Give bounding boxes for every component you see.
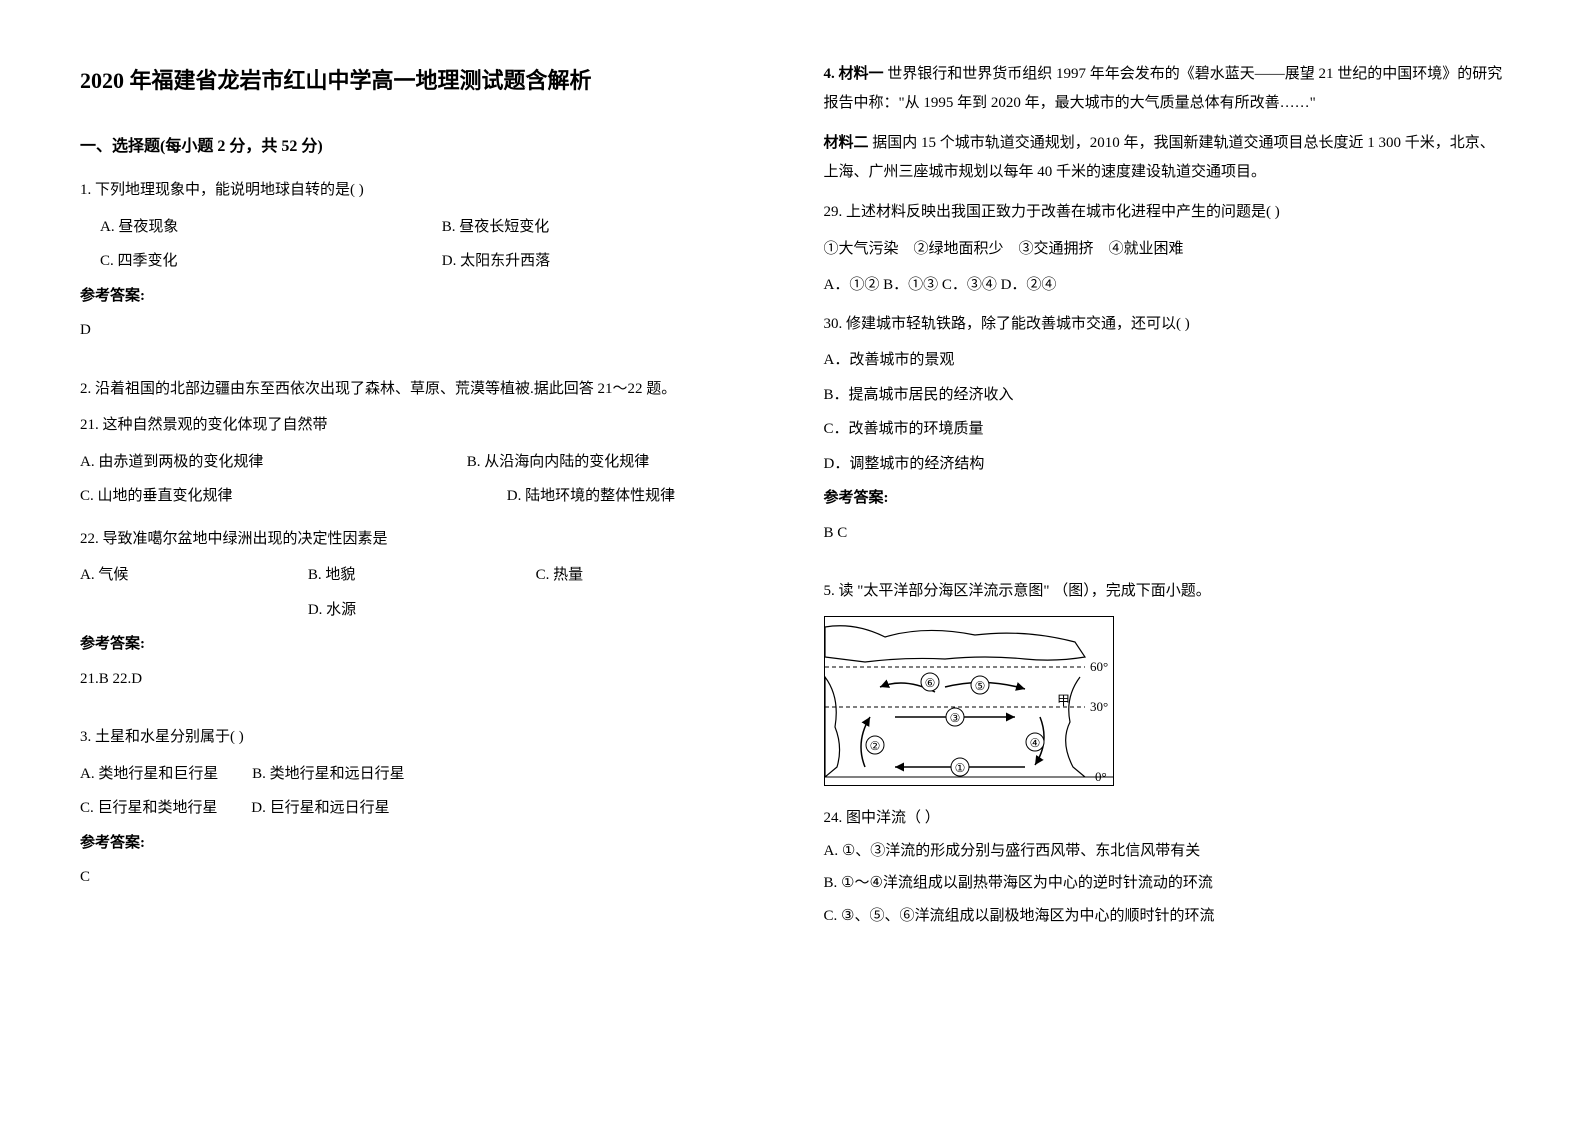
q3-opt-a: A. 类地行星和巨行星 — [80, 766, 218, 782]
q1-answer: D — [80, 316, 764, 345]
page-container: 2020 年福建省龙岩市红山中学高一地理测试题含解析 一、选择题(每小题 2 分… — [80, 60, 1507, 1062]
q2-sub21: 21. 这种自然景观的变化体现了自然带 — [80, 411, 764, 440]
question-4: 4. 材料一 世界银行和世界货币组织 1997 年年会发布的《碧水蓝天——展望 … — [824, 60, 1508, 561]
question-2: 2. 沿着祖国的北部边疆由东至西依次出现了森林、草原、荒漠等植被.据此回答 21… — [80, 375, 764, 708]
q5-stem: 5. 读 "太平洋部分海区洋流示意图" （图），完成下面小题。 — [824, 577, 1508, 606]
q2-sub21-row1: A. 由赤道到两极的变化规律 B. 从沿海向内陆的变化规律 — [80, 448, 764, 477]
q3-row1: A. 类地行星和巨行星 B. 类地行星和远日行星 — [80, 760, 764, 789]
q5-sub24-a: A. ①、③洋流的形成分别与盛行西风带、东北信风带有关 — [824, 837, 1508, 866]
q4-material1: 4. 材料一 世界银行和世界货币组织 1997 年年会发布的《碧水蓝天——展望 … — [824, 60, 1508, 117]
q2-sub22-spacer — [536, 596, 764, 625]
q5-sub24-c: C. ③、⑤、⑥洋流组成以副极地海区为中心的顺时针的环流 — [824, 902, 1508, 931]
question-3: 3. 土星和水星分别属于( ) A. 类地行星和巨行星 B. 类地行星和远日行星… — [80, 723, 764, 906]
question-1: 1. 下列地理现象中，能说明地球自转的是( ) A. 昼夜现象 B. 昼夜长短变… — [80, 176, 764, 359]
q3-opt-c: C. 巨行星和类地行星 — [80, 800, 218, 816]
q2-sub22-extra — [80, 596, 308, 625]
q1-options-row1: A. 昼夜现象 B. 昼夜长短变化 — [80, 213, 764, 242]
q4-material1-text: 世界银行和世界货币组织 1997 年年会发布的《碧水蓝天——展望 21 世纪的中… — [824, 66, 1503, 111]
q4-sub30-a: A．改善城市的景观 — [824, 346, 1508, 375]
q2-sub22-c: C. 热量 — [536, 561, 764, 590]
q1-opt-c: C. 四季变化 — [80, 247, 422, 276]
section-header: 一、选择题(每小题 2 分，共 52 分) — [80, 132, 764, 162]
q1-answer-label: 参考答案: — [80, 282, 764, 311]
q4-answer: B C — [824, 519, 1508, 548]
q2-sub21-a: A. 由赤道到两极的变化规律 — [80, 448, 377, 477]
q4-sub30-d: D．调整城市的经济结构 — [824, 450, 1508, 479]
q1-opt-b: B. 昼夜长短变化 — [422, 213, 764, 242]
q3-opt-d: D. 巨行星和远日行星 — [251, 800, 389, 816]
q3-answer: C — [80, 863, 764, 892]
q3-answer-label: 参考答案: — [80, 829, 764, 858]
right-column: 4. 材料一 世界银行和世界货币组织 1997 年年会发布的《碧水蓝天——展望 … — [824, 60, 1508, 1062]
q4-sub29-items: ①大气污染 ②绿地面积少 ③交通拥挤 ④就业困难 — [824, 235, 1508, 264]
q4-sub29: 29. 上述材料反映出我国正致力于改善在城市化进程中产生的问题是( ) — [824, 198, 1508, 227]
q4-material1-label: 4. 材料一 — [824, 66, 888, 82]
lat-label-0: 0° — [1095, 769, 1107, 784]
q3-stem: 3. 土星和水星分别属于( ) — [80, 723, 764, 752]
q4-sub30: 30. 修建城市轻轨铁路，除了能改善城市交通，还可以( ) — [824, 310, 1508, 339]
lat-label-60: 60° — [1090, 659, 1108, 674]
marker-4-label: ④ — [1029, 736, 1040, 750]
question-5: 5. 读 "太平洋部分海区洋流示意图" （图），完成下面小题。 60° 30° … — [824, 577, 1508, 934]
q2-sub22-row2: D. 水源 — [80, 596, 764, 625]
marker-2-label: ② — [869, 739, 880, 753]
q1-stem: 1. 下列地理现象中，能说明地球自转的是( ) — [80, 176, 764, 205]
q4-answer-label: 参考答案: — [824, 484, 1508, 513]
q2-sub22-row1: A. 气候 B. 地貌 C. 热量 — [80, 561, 764, 590]
q2-sub21-b: B. 从沿海向内陆的变化规律 — [377, 448, 764, 477]
q4-sub29-opts: A．①② B．①③ C．③④ D．②④ — [824, 271, 1508, 300]
q2-answer: 21.B 22.D — [80, 665, 764, 694]
q4-sub30-c: C．改善城市的环境质量 — [824, 415, 1508, 444]
q4-material2: 材料二 据国内 15 个城市轨道交通规划，2010 年，我国新建轨道交通项目总长… — [824, 129, 1508, 186]
q4-material2-label: 材料二 — [824, 135, 873, 151]
marker-5-label: ⑤ — [974, 679, 985, 693]
q2-sub22-b: B. 地貌 — [308, 561, 536, 590]
q2-sub22: 22. 导致准噶尔盆地中绿洲出现的决定性因素是 — [80, 525, 764, 554]
ocean-current-diagram: 60° 30° 0° ① — [824, 616, 1508, 797]
document-title: 2020 年福建省龙岩市红山中学高一地理测试题含解析 — [80, 60, 764, 102]
q1-options-row2: C. 四季变化 D. 太阳东升西落 — [80, 247, 764, 276]
q3-row2: C. 巨行星和类地行星 D. 巨行星和远日行星 — [80, 794, 764, 823]
diagram-svg: 60° 30° 0° ① — [824, 616, 1114, 786]
q2-sub22-a: A. 气候 — [80, 561, 308, 590]
q2-sub22-d: D. 水源 — [308, 596, 536, 625]
q2-answer-label: 参考答案: — [80, 630, 764, 659]
left-column: 2020 年福建省龙岩市红山中学高一地理测试题含解析 一、选择题(每小题 2 分… — [80, 60, 764, 1062]
q2-sub21-row2: C. 山地的垂直变化规律 D. 陆地环境的整体性规律 — [80, 482, 764, 511]
marker-1-label: ① — [954, 761, 965, 775]
marker-3-label: ③ — [949, 711, 960, 725]
q5-sub24-b: B. ①～④洋流组成以副热带海区为中心的逆时针流动的环流 — [824, 869, 1508, 898]
q5-sub24: 24. 图中洋流（ ） — [824, 804, 1508, 833]
q2-stem: 2. 沿着祖国的北部边疆由东至西依次出现了森林、草原、荒漠等植被.据此回答 21… — [80, 375, 764, 404]
q1-opt-a: A. 昼夜现象 — [80, 213, 422, 242]
q2-sub21-c: C. 山地的垂直变化规律 — [80, 482, 337, 511]
q3-opt-b: B. 类地行星和远日行星 — [252, 766, 405, 782]
q2-sub21-d: D. 陆地环境的整体性规律 — [337, 482, 764, 511]
q4-sub30-b: B．提高城市居民的经济收入 — [824, 381, 1508, 410]
q1-opt-d: D. 太阳东升西落 — [422, 247, 764, 276]
q4-material2-text: 据国内 15 个城市轨道交通规划，2010 年，我国新建轨道交通项目总长度近 1… — [824, 135, 1495, 180]
jia-label: 甲 — [1057, 693, 1070, 708]
marker-6-label: ⑥ — [924, 676, 935, 690]
lat-label-30: 30° — [1090, 699, 1108, 714]
